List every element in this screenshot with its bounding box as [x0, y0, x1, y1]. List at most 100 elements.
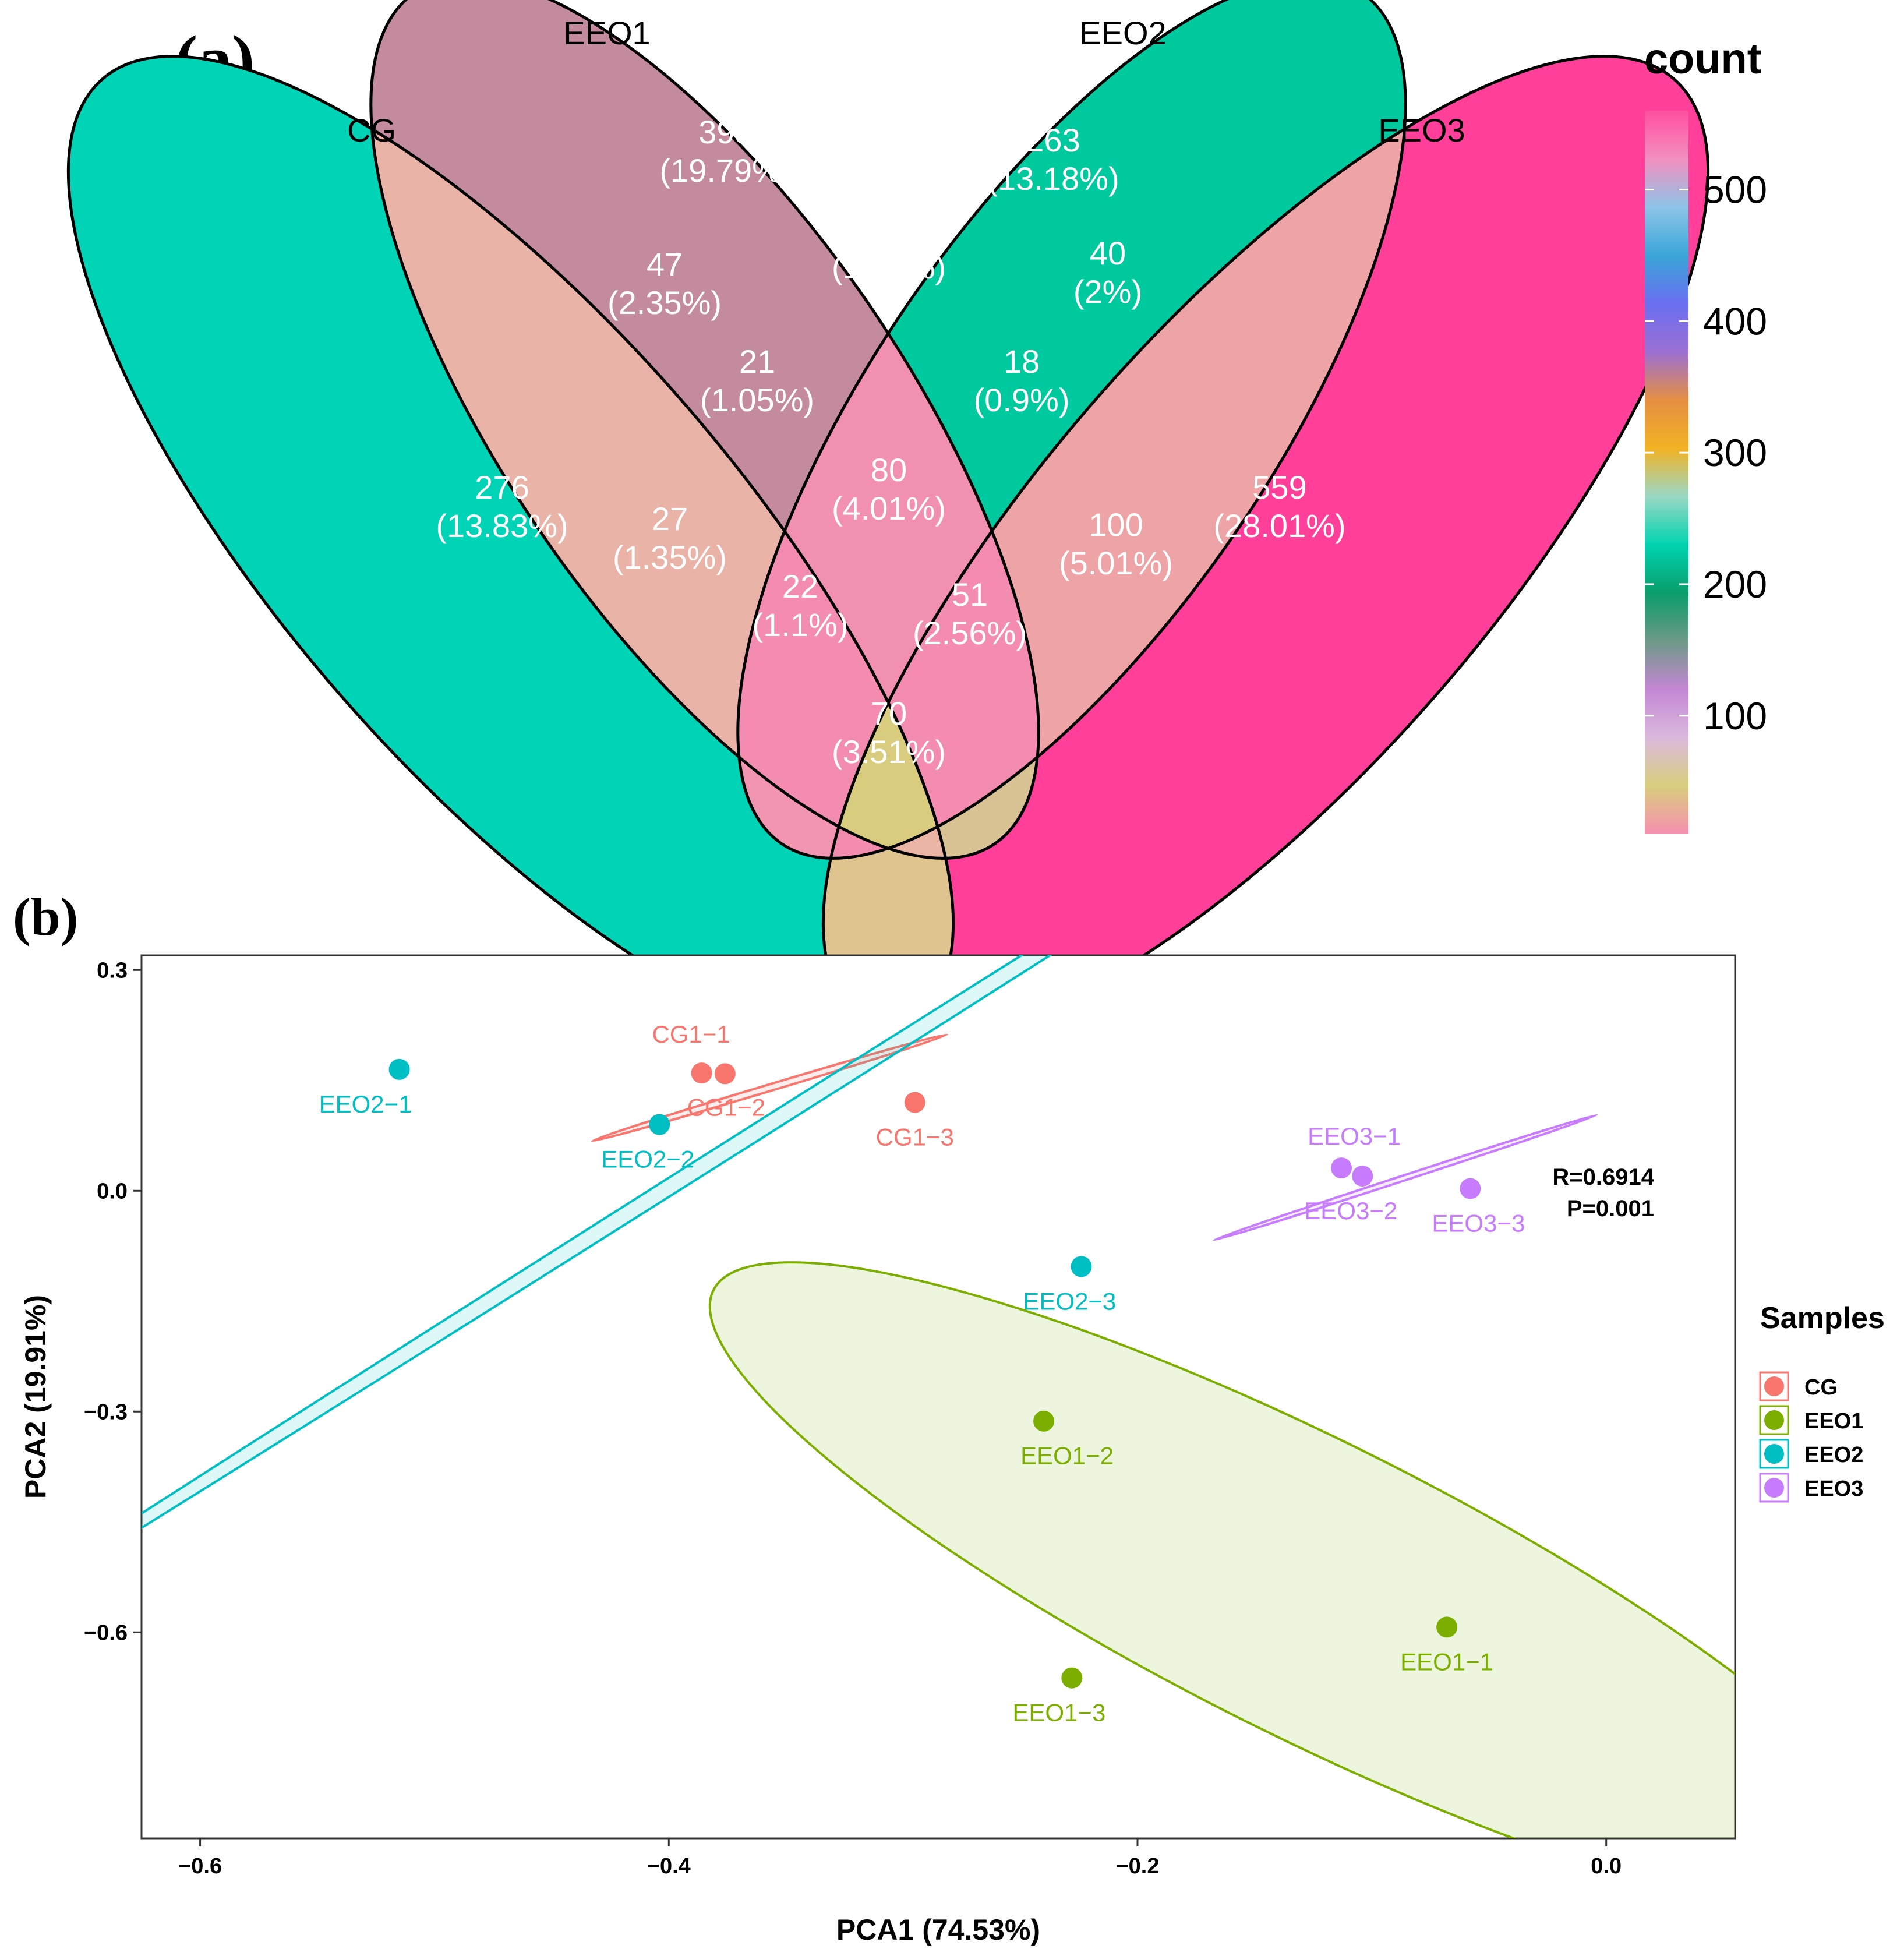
venn-set-label-cg: CG	[347, 112, 396, 149]
region-percent-cg-eeo1: (2.35%)	[607, 284, 722, 321]
colorbar-title: count	[1644, 34, 1761, 83]
sample-label: CG1−3	[876, 1124, 954, 1151]
venn-set-label-eeo2: EEO2	[1079, 15, 1166, 51]
x-tick-label: −0.2	[1115, 1854, 1159, 1879]
sample-label: EEO2−1	[319, 1090, 412, 1118]
region-count-cg-eeo1-eeo2: 21	[739, 343, 775, 380]
x-tick-label: −0.6	[178, 1854, 222, 1879]
sample-label: EEO3−1	[1308, 1122, 1401, 1150]
sample-point	[691, 1062, 712, 1084]
region-percent-cg-only: (13.83%)	[436, 507, 568, 544]
x-tick-label: −0.4	[647, 1854, 691, 1879]
region-count-cg-eeo2: 27	[652, 500, 688, 537]
region-percent-cg-eeo3: (3.51%)	[832, 733, 946, 770]
confidence-ellipse-eeo1	[708, 1261, 1735, 1838]
venn-set-label-eeo3: EEO3	[1378, 112, 1465, 149]
region-count-eeo1-eeo3: 100	[1089, 506, 1143, 543]
y-tick-label: −0.6	[84, 1620, 128, 1645]
region-percent-eeo1-eeo2-eeo3: (0.9%)	[974, 382, 1070, 418]
sample-point	[1352, 1166, 1373, 1187]
x-axis-title: PCA1 (74.53%)	[836, 1913, 1040, 1946]
region-count-eeo1-eeo2: 27	[871, 210, 907, 247]
region-count-eeo3-only: 559	[1252, 469, 1306, 506]
anosim-r-value: R=0.6914	[1552, 1164, 1654, 1190]
legend-label: EEO3	[1804, 1477, 1863, 1501]
legend-label: EEO2	[1804, 1443, 1863, 1467]
region-percent-eeo1-eeo3: (5.01%)	[1059, 545, 1173, 581]
venn-set-cg	[68, 56, 953, 1039]
legend-key-dot	[1764, 1444, 1784, 1464]
sample-label: EEO2−2	[601, 1146, 694, 1173]
legend-key-dot	[1764, 1478, 1784, 1498]
colorbar-gradient	[1645, 111, 1688, 834]
region-percent-eeo1-eeo2: (1.35%)	[832, 249, 946, 285]
legend-title: Samples	[1760, 1301, 1885, 1335]
colorbar-tick-label: 500	[1703, 168, 1767, 211]
samples-legend: Samples CG EEO1 EEO2 EEO3	[1759, 1301, 1885, 1503]
sample-label: EEO1−3	[1012, 1699, 1105, 1726]
legend-label: EEO1	[1804, 1409, 1863, 1434]
confidence-ellipse-cg	[591, 1033, 948, 1142]
region-percent-cg-eeo2: (1.35%)	[613, 539, 727, 575]
region-count-cg-eeo3: 70	[871, 695, 907, 732]
region-count-eeo1-only: 395	[698, 114, 753, 150]
anosim-p-value: P=0.001	[1567, 1196, 1654, 1221]
venn-outline-eeo1	[369, 0, 1040, 860]
y-tick-label: −0.3	[84, 1400, 128, 1424]
venn-set-label-eeo1: EEO1	[563, 15, 650, 51]
colorbar-tick-label: 200	[1703, 563, 1767, 606]
region-percent-cg-eeo2-eeo3: (1.1%)	[753, 606, 849, 643]
region-count-cg-only: 276	[475, 469, 529, 506]
legend-key-dot	[1764, 1376, 1784, 1396]
region-count-eeo2-eeo3: 40	[1090, 235, 1126, 271]
sample-label: CG1−2	[687, 1093, 765, 1121]
colorbar-tick-label: 100	[1703, 694, 1767, 737]
pca-plot: (b) −0.6 −0.4 −0.2 0.0 0.3 0.0 −0.3 −0.6 CG1−1 C…	[13, 887, 1885, 1946]
sample-point	[1331, 1157, 1352, 1179]
legend-label: CG	[1804, 1375, 1838, 1400]
confidence-ellipse-eeo3	[1212, 1113, 1598, 1242]
sample-label: EEO2−3	[1023, 1287, 1116, 1315]
region-count-cg-eeo1: 47	[647, 246, 683, 283]
region-percent-cg-eeo1-eeo2: (1.05%)	[700, 382, 814, 418]
plot-area	[140, 954, 1736, 1840]
confidence-ellipse-eeo2	[142, 955, 1620, 1715]
region-percent-eeo1-only: (19.79%)	[659, 152, 792, 189]
sample-point	[904, 1092, 925, 1113]
sample-point	[1071, 1256, 1092, 1277]
sample-point	[1460, 1178, 1481, 1199]
venn-outline-eeo2	[736, 0, 1407, 860]
region-count-eeo2-only: 263	[1026, 122, 1080, 158]
legend-key-dot	[1764, 1410, 1784, 1430]
sample-point	[388, 1058, 410, 1080]
y-axis-title: PCA2 (19.91%)	[19, 1295, 52, 1499]
sample-label: EEO3−2	[1304, 1197, 1397, 1224]
region-percent-eeo2-eeo3: (2%)	[1073, 273, 1142, 310]
y-tick-label: 0.0	[97, 1179, 128, 1203]
y-tick-label: 0.3	[97, 958, 128, 983]
panel-b-label: (b)	[13, 887, 78, 947]
region-count-cg-eeo1-eeo3: 51	[952, 576, 988, 613]
region-count-all: 80	[871, 451, 907, 488]
sample-label: EEO3−3	[1432, 1209, 1525, 1237]
sample-label: EEO1−1	[1400, 1648, 1493, 1675]
region-count-eeo1-eeo2-eeo3: 18	[1004, 343, 1040, 380]
region-percent-cg-eeo1-eeo3: (2.56%)	[913, 615, 1027, 651]
sample-label: CG1−1	[652, 1021, 730, 1048]
sample-label: EEO1−2	[1020, 1442, 1114, 1470]
sample-point	[1436, 1616, 1458, 1638]
sample-point	[1061, 1667, 1083, 1689]
region-count-cg-eeo2-eeo3: 22	[782, 568, 818, 605]
region-percent-eeo2-only: (13.18%)	[987, 160, 1119, 197]
sample-point	[1033, 1410, 1055, 1432]
sample-point	[649, 1114, 670, 1135]
region-percent-all: (4.01%)	[832, 490, 946, 527]
sample-point	[714, 1063, 736, 1085]
region-percent-eeo3-only: (28.01%)	[1213, 507, 1345, 544]
x-tick-label: 0.0	[1591, 1854, 1622, 1879]
count-colorbar: count 100 200 300 400 500	[1644, 34, 1767, 834]
venn-set-eeo3	[823, 56, 1708, 1039]
colorbar-tick-label: 300	[1703, 431, 1767, 474]
colorbar-tick-label: 400	[1703, 299, 1767, 343]
